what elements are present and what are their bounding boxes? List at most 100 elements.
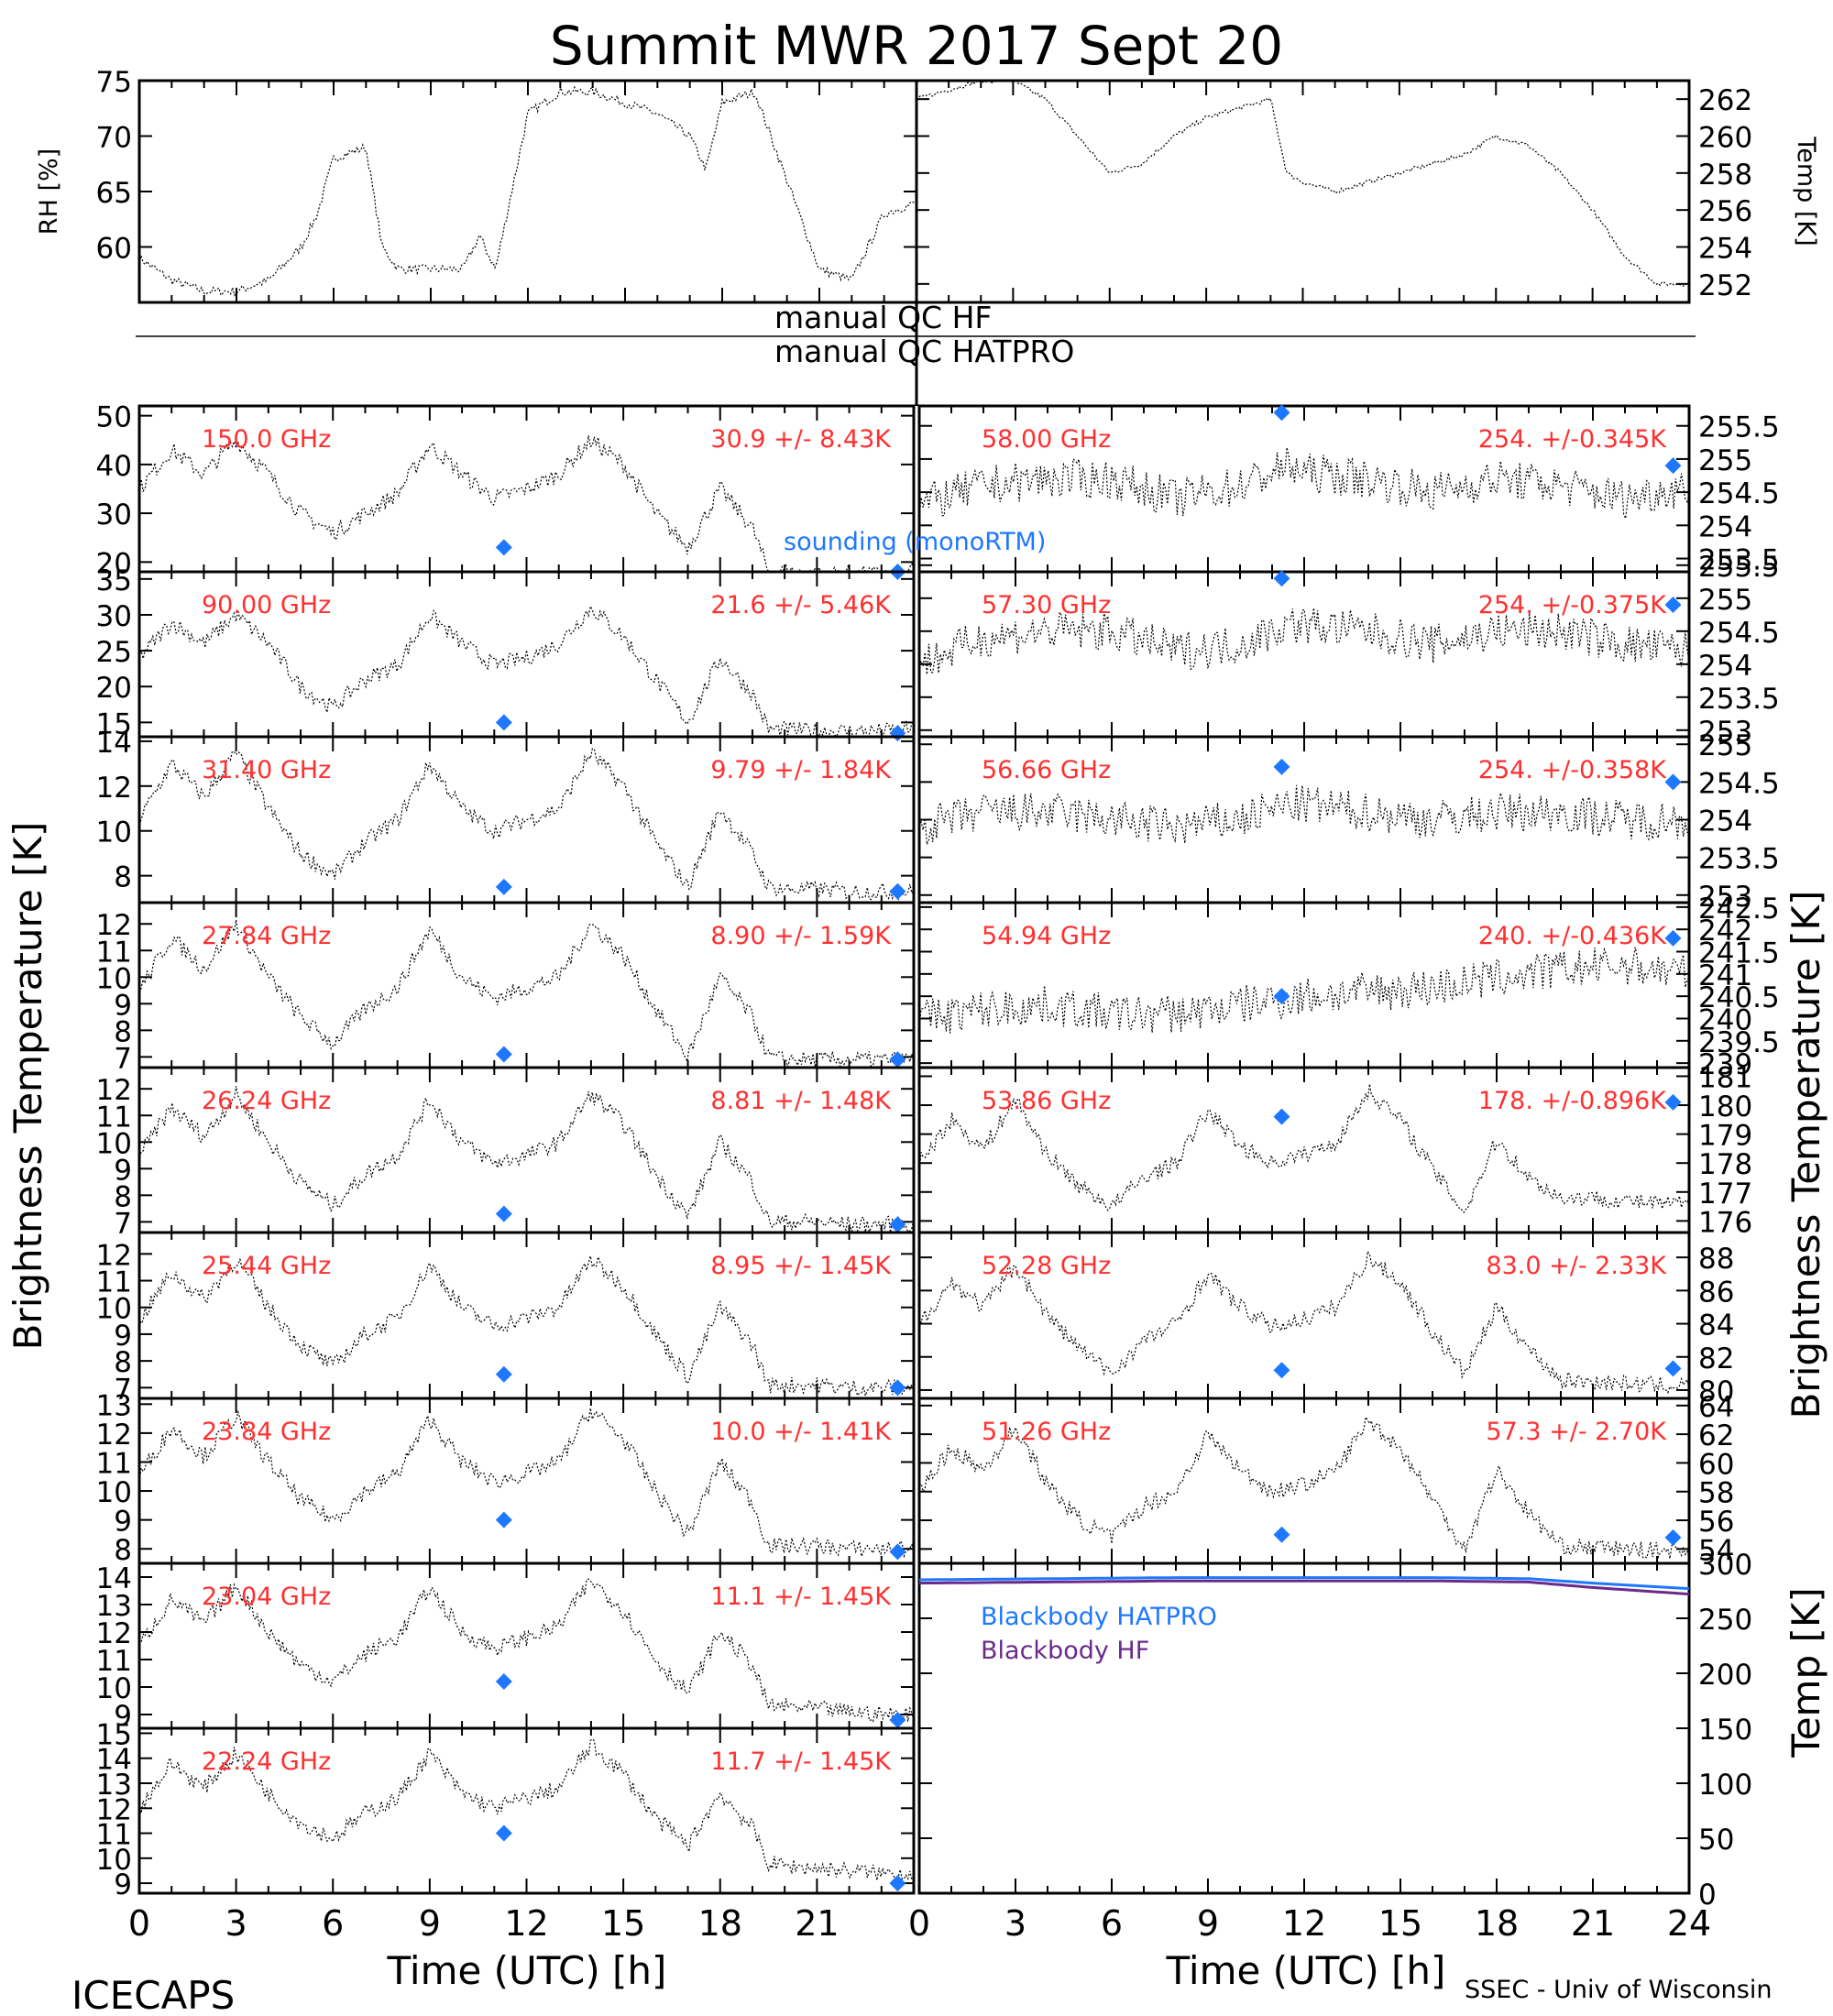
sounding-marker bbox=[1664, 1528, 1682, 1546]
y-tick-label: 10 bbox=[96, 816, 132, 849]
sounding-marker bbox=[495, 539, 512, 556]
y-tick-label: 50 bbox=[1698, 1824, 1734, 1857]
stats-label: 254. +/-0.345K bbox=[1478, 425, 1667, 454]
xlabel-left: Time (UTC) [h] bbox=[387, 1948, 667, 1993]
footer-right: SSEC - Univ of Wisconsin bbox=[1465, 1976, 1772, 2004]
y-tick-label: 255.5 bbox=[1698, 411, 1780, 444]
stats-label: 8.81 +/- 1.48K bbox=[710, 1087, 892, 1115]
stats-label: 11.1 +/- 1.45K bbox=[710, 1583, 892, 1611]
x-tick-label: 0 bbox=[908, 1903, 930, 1944]
temp-ylabel: Temp [K] bbox=[1792, 136, 1820, 246]
frequency-label: 54.94 GHz bbox=[982, 922, 1111, 950]
y-tick-label: 13 bbox=[96, 1769, 132, 1802]
y-tick-label: 58 bbox=[1698, 1477, 1734, 1510]
x-tick-label: 18 bbox=[698, 1903, 742, 1944]
data-trace bbox=[918, 1415, 1690, 1560]
y-tick-label: 239.5 bbox=[1698, 1026, 1780, 1059]
frequency-label: 27.84 GHz bbox=[202, 922, 331, 950]
frequency-label: 56.66 GHz bbox=[982, 756, 1111, 784]
frequency-label: 58.00 GHz bbox=[982, 425, 1111, 454]
y-tick-label: 241 bbox=[1698, 959, 1752, 992]
data-trace bbox=[138, 85, 917, 297]
y-tick-label: 25 bbox=[96, 636, 132, 669]
qc-hf-label: manual QC HF bbox=[774, 300, 992, 335]
y-tick-label: 7 bbox=[114, 1207, 132, 1240]
sounding-marker bbox=[1664, 597, 1682, 613]
y-tick-label: 256 bbox=[1698, 195, 1752, 228]
frequency-label: 22.24 GHz bbox=[202, 1748, 331, 1776]
sounding-marker bbox=[1664, 929, 1682, 947]
sounding-marker bbox=[889, 1875, 906, 1892]
panel-left-2: 8 10 12 14 31.40 GHz 9.79 +/- 1.84K bbox=[96, 727, 916, 904]
y-tick-label: 254 bbox=[1698, 233, 1752, 266]
y-tick-label: 260 bbox=[1698, 122, 1752, 155]
y-tick-label: 240 bbox=[1698, 1003, 1752, 1036]
y-tick-label: 88 bbox=[1698, 1243, 1734, 1276]
y-tick-label: 255 bbox=[1698, 584, 1752, 617]
y-tick-label: 54 bbox=[1698, 1534, 1734, 1567]
data-trace bbox=[138, 435, 915, 574]
sounding-marker bbox=[1273, 1108, 1290, 1125]
frequency-label: 26.24 GHz bbox=[202, 1087, 331, 1115]
frequency-label: 25.44 GHz bbox=[202, 1252, 331, 1280]
y-tick-label: 12 bbox=[96, 909, 132, 942]
y-tick-label: 86 bbox=[1698, 1276, 1734, 1309]
x-tick-label: 18 bbox=[1475, 1903, 1519, 1944]
y-tick-label: 9 bbox=[114, 1700, 132, 1733]
y-tick-label: 9 bbox=[114, 1506, 132, 1539]
y-tick-label: 100 bbox=[1698, 1769, 1752, 1802]
y-tick-label: 0 bbox=[1698, 1879, 1717, 1912]
y-tick-label: 253 bbox=[1698, 881, 1752, 914]
y-tick-label: 9 bbox=[114, 1154, 132, 1187]
y-tick-label: 150 bbox=[1698, 1714, 1752, 1747]
sounding-marker bbox=[889, 1379, 906, 1397]
sounding-marker bbox=[1273, 758, 1290, 775]
sounding-marker bbox=[889, 1712, 906, 1728]
sounding-marker bbox=[495, 1511, 512, 1528]
frequency-label: 31.40 GHz bbox=[202, 756, 331, 784]
x-tick-label: 24 bbox=[1667, 1903, 1711, 1944]
y-tick-label: 242 bbox=[1698, 915, 1752, 948]
y-tick-label: 10 bbox=[96, 962, 132, 995]
y-tick-label: 12 bbox=[96, 1074, 132, 1107]
stats-label: 178. +/-0.896K bbox=[1478, 1087, 1667, 1115]
y-tick-label: 15 bbox=[96, 1718, 132, 1751]
y-tick-label: 30 bbox=[96, 600, 132, 633]
sounding-marker bbox=[495, 1365, 512, 1383]
xlabel-right: Time (UTC) [h] bbox=[1166, 1948, 1446, 1993]
data-trace bbox=[138, 748, 915, 901]
y-tick-label: 180 bbox=[1698, 1090, 1752, 1123]
data-trace bbox=[918, 447, 1690, 520]
y-tick-label: 64 bbox=[1698, 1391, 1734, 1424]
frequency-label: 90.00 GHz bbox=[202, 591, 331, 619]
y-tick-label: 253.5 bbox=[1698, 544, 1780, 577]
y-tick-label: 250 bbox=[1698, 1604, 1752, 1637]
x-tick-label: 15 bbox=[601, 1903, 645, 1944]
y-tick-label: 254 bbox=[1698, 650, 1752, 683]
data-trace bbox=[918, 1083, 1690, 1214]
data-trace bbox=[918, 784, 1690, 845]
y-tick-label: 179 bbox=[1698, 1120, 1752, 1153]
sounding-marker bbox=[1664, 773, 1682, 791]
y-tick-label: 60 bbox=[1698, 1448, 1734, 1481]
y-tick-label: 258 bbox=[1698, 159, 1752, 192]
footer-left: ICECAPS bbox=[71, 1973, 235, 2016]
series-line bbox=[918, 1579, 1690, 1596]
sounding-marker bbox=[495, 1673, 512, 1690]
data-trace bbox=[138, 919, 915, 1069]
y-tick-label: 11 bbox=[96, 1819, 132, 1852]
x-tick-label: 6 bbox=[322, 1903, 344, 1944]
data-trace bbox=[138, 1086, 915, 1233]
y-tick-label: 254.5 bbox=[1698, 767, 1780, 800]
data-trace bbox=[918, 1249, 1690, 1394]
y-tick-label: 10 bbox=[96, 1293, 132, 1326]
y-tick-label: 12 bbox=[96, 1617, 132, 1650]
sounding-marker bbox=[889, 1543, 906, 1561]
y-tick-label: 253.5 bbox=[1698, 843, 1780, 876]
y-tick-label: 252 bbox=[1698, 269, 1752, 302]
sounding-marker bbox=[1664, 1360, 1682, 1377]
y-tick-label: 178 bbox=[1698, 1148, 1752, 1181]
figure-title: Summit MWR 2017 Sept 20 bbox=[550, 15, 1283, 77]
